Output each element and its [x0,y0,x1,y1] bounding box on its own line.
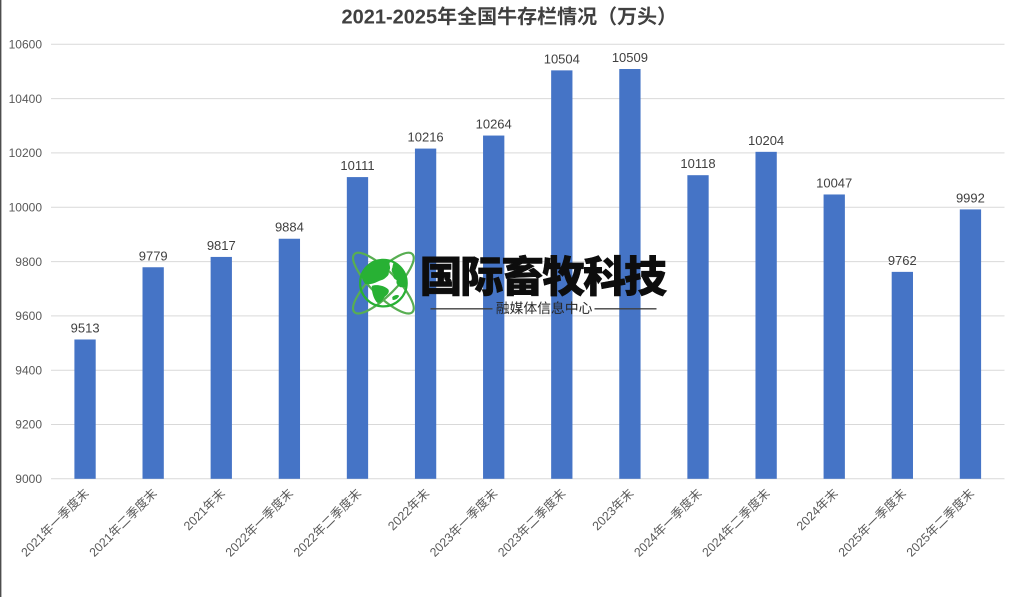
svg-text:10118: 10118 [680,156,715,171]
svg-text:9200: 9200 [15,418,42,432]
svg-text:10509: 10509 [612,50,648,65]
svg-text:9992: 9992 [956,190,985,205]
svg-text:9800: 9800 [15,255,42,269]
svg-text:10204: 10204 [748,133,784,148]
svg-text:9817: 9817 [207,238,236,253]
svg-text:9600: 9600 [15,309,42,323]
svg-text:10111: 10111 [340,158,374,173]
svg-text:10264: 10264 [476,117,512,132]
svg-text:10200: 10200 [9,146,43,160]
svg-text:9762: 9762 [888,253,917,268]
svg-text:10216: 10216 [408,130,444,145]
svg-text:9000: 9000 [15,472,42,486]
svg-text:10000: 10000 [9,200,43,214]
svg-text:10047: 10047 [816,176,852,191]
svg-text:2021-2025: 2021-2025 [342,7,438,29]
svg-text:9779: 9779 [139,248,168,263]
svg-text:9400: 9400 [15,363,42,377]
svg-text:10400: 10400 [9,92,43,106]
svg-text:9884: 9884 [275,220,304,235]
svg-text:10504: 10504 [544,51,580,66]
svg-text:9513: 9513 [71,321,100,336]
svg-text:10600: 10600 [9,38,43,52]
